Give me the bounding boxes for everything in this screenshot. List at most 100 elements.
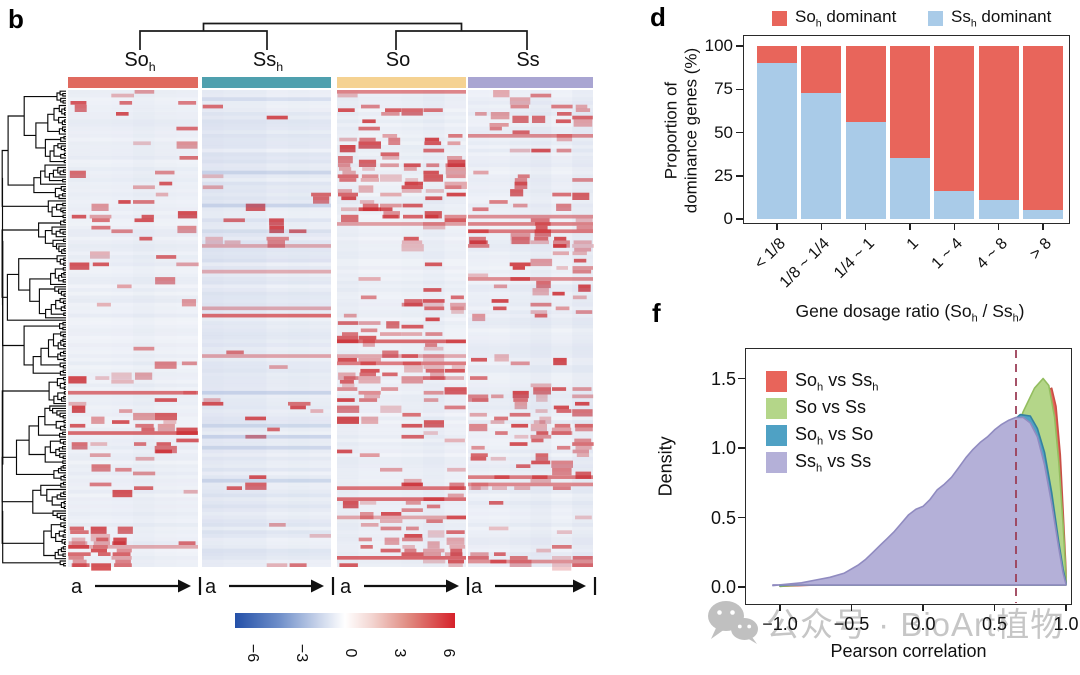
legend-item-ssh-vs-ss: Ssh vs Ss: [766, 451, 871, 475]
legend-item-ssh-dominant: Ssh dominant: [928, 7, 1051, 29]
colorbar-tick-label: −6: [244, 643, 262, 663]
density-area: [772, 416, 1067, 587]
group-label-ssh: Ssh: [252, 49, 284, 74]
legend-item-soh-dominant: Soh dominant: [772, 7, 896, 29]
legend-swatch-soh-vs-ssh: [766, 371, 787, 393]
y-tick-label: 0.5: [710, 507, 736, 528]
legend-item-soh-vs-so: Soh vs So: [766, 424, 873, 448]
legend-swatch-ssh: [928, 10, 943, 26]
legend-swatch-soh: [772, 10, 787, 26]
row-order-label: a: [340, 576, 352, 598]
legend-label-soh-dominant: Soh dominant: [795, 7, 897, 30]
y-axis-tick: [736, 45, 743, 47]
y-axis-tick: [738, 586, 745, 588]
y-axis-tick: [736, 88, 743, 90]
legend-swatch-ssh-vs-ss: [766, 452, 787, 474]
bar-segment-soh-dominant: [845, 46, 886, 123]
row-dendrogram-tree: [1, 90, 66, 567]
heatmap-colorbar: [235, 613, 455, 628]
bar-segment-ssh-dominant: [978, 199, 1019, 219]
y-axis-tick: [736, 131, 743, 134]
arrowhead-icon: [311, 579, 324, 593]
x-axis-tick: [776, 224, 778, 230]
legend-label-ssh-dominant: Ssh dominant: [951, 7, 1052, 30]
colorbar-tick-label: 3: [390, 648, 408, 658]
heatmap-block: [468, 90, 594, 571]
column-order-arrow: a: [471, 576, 597, 598]
bar-segment-ssh-dominant: [890, 158, 930, 219]
x-axis-tick: [953, 224, 956, 230]
y-axis-tick: [738, 377, 745, 380]
arrowhead-icon: [573, 579, 586, 593]
row-order-label: a: [71, 576, 83, 598]
y-axis-tick: [736, 218, 743, 220]
column-order-arrow: a: [71, 576, 202, 598]
bar-plot-area: [743, 35, 1070, 224]
colorbar-tick-label: 6: [439, 648, 457, 658]
x-tick-label: 0.0: [910, 614, 936, 634]
y-axis-tick: [736, 175, 743, 177]
x-tick-label: 1.0: [1053, 614, 1079, 634]
y-tick-label: 100: [704, 36, 733, 55]
y-axis-tick: [738, 447, 745, 449]
x-axis-tick: [864, 224, 867, 230]
heatmap-block: [68, 90, 199, 571]
y-tick-label: 1.5: [710, 368, 736, 389]
column-dendrogram-root: [202, 22, 463, 31]
bar-segment-ssh-dominant: [801, 92, 842, 219]
legend-item-soh-vs-ssh: Soh vs Ssh: [766, 370, 879, 394]
group-label-so: So: [385, 49, 411, 71]
y-tick-label: 75: [714, 79, 733, 99]
watermark: 公众号 · BioArt植物: [706, 598, 1064, 646]
y-tick-label: 1.0: [710, 438, 736, 458]
group-label-soh: Soh: [124, 49, 156, 74]
bar-segment-soh-dominant: [978, 46, 1019, 200]
watermark-text: 公众号 · BioArt植物: [766, 606, 1065, 643]
bar-segment-ssh-dominant: [845, 122, 886, 219]
density-y-axis-title: Density: [655, 436, 676, 497]
heatmap-block: [337, 90, 467, 567]
x-axis-tick: [993, 605, 996, 611]
colorbar-tick-label: 0: [342, 648, 359, 658]
row-order-label: a: [471, 576, 483, 598]
wechat-icon: [708, 601, 758, 644]
x-axis-tick: [850, 605, 853, 611]
bar-segment-soh-dominant: [1023, 46, 1063, 211]
column-order-arrow: a: [340, 576, 470, 598]
x-axis-tick: [922, 605, 924, 611]
group-color-bar-ss: [468, 77, 593, 88]
arrowhead-icon: [178, 579, 191, 593]
bar-segment-ssh-dominant: [757, 63, 797, 219]
column-order-arrow: a: [205, 576, 335, 598]
x-axis-tick: [779, 605, 781, 611]
bar-x-axis-title: Gene dosage ratio (Soh / Ssh): [795, 301, 1025, 325]
y-tick-label: 25: [714, 165, 733, 185]
x-tick-label: 0.5: [981, 614, 1008, 634]
bar-segment-soh-dominant: [801, 46, 842, 93]
panel-b-label: b: [8, 4, 24, 34]
arrowhead-icon: [446, 579, 459, 593]
x-axis-tick: [909, 224, 911, 230]
x-axis-tick: [1065, 605, 1067, 611]
x-axis-tick: [997, 224, 1000, 230]
row-order-label: a: [205, 576, 217, 598]
panel-d-label: d: [650, 2, 666, 32]
bar-segment-soh-dominant: [890, 46, 930, 159]
x-axis-tick: [1042, 224, 1044, 230]
legend-item-so-vs-ss: So vs Ss: [766, 397, 866, 421]
bar-segment-soh-dominant: [934, 46, 975, 192]
density-x-axis-title: Pearson correlation: [830, 641, 987, 661]
colorbar-tick-label: −3: [293, 643, 311, 663]
legend-swatch-so-vs-ss: [766, 398, 787, 420]
x-tick-label: −1.0: [762, 614, 798, 634]
density-curves: [772, 377, 1067, 588]
y-axis-tick: [738, 516, 745, 519]
density-plot-area: [745, 348, 1072, 605]
group-color-bar-soh: [68, 77, 198, 88]
group-color-bar-ssh: [202, 77, 331, 88]
legend-swatch-soh-vs-so: [766, 425, 787, 447]
x-axis-tick: [820, 224, 823, 230]
